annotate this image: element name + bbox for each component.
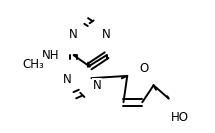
Text: HO: HO [171,111,189,124]
Text: O: O [140,62,149,75]
Text: CH₃: CH₃ [22,58,44,71]
Text: N: N [102,28,111,41]
Text: N: N [69,28,78,41]
Text: NH: NH [42,49,60,62]
Text: N: N [63,73,71,86]
Text: N: N [93,79,101,92]
